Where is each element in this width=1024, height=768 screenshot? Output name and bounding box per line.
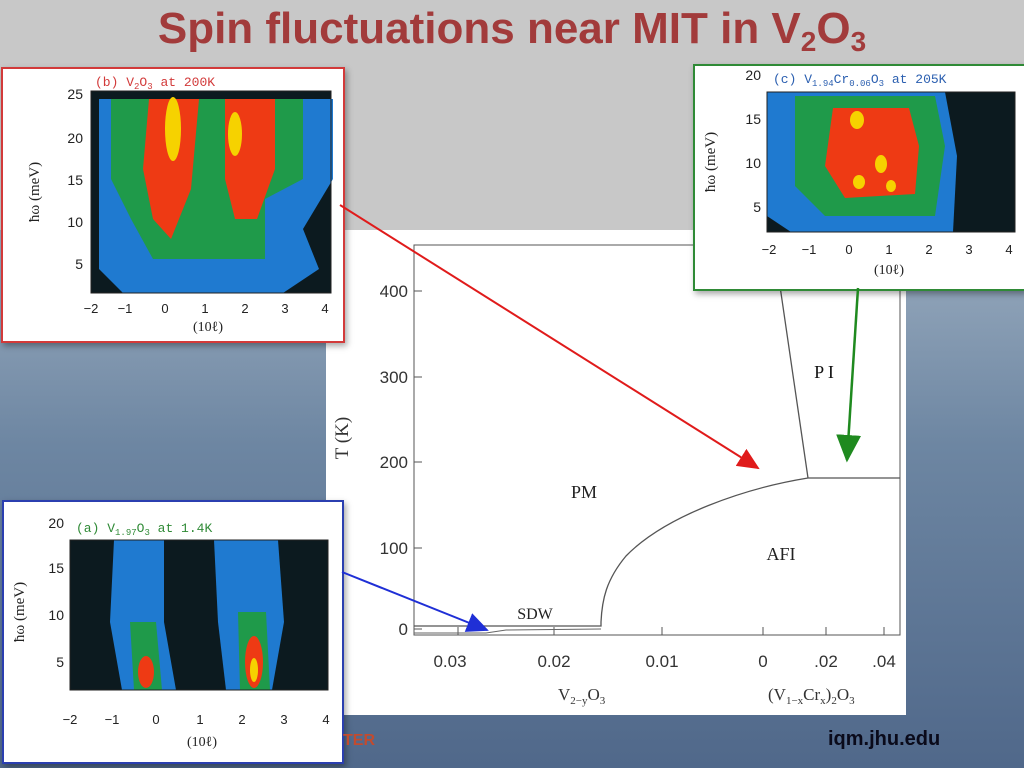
map-yellow-peak (875, 155, 887, 173)
y-tick-label: 5 (75, 256, 83, 272)
region-pm: PM (571, 482, 597, 502)
map-yellow-peak-1 (165, 97, 181, 161)
y-tick-label: 15 (48, 560, 64, 576)
x-tick-label: 2 (925, 242, 932, 257)
title-o: O (816, 4, 851, 53)
y-axis-label: ħω (meV) (703, 132, 719, 192)
x-tick-label: 0 (161, 301, 168, 316)
y-tick-label: 20 (745, 67, 761, 83)
y-tick-label: 400 (380, 282, 408, 301)
map-yellow-peak (886, 180, 896, 192)
y-tick-label: 10 (67, 214, 83, 230)
x-axis-label: (10ℓ) (193, 320, 223, 335)
x-tick-label: 1 (885, 242, 892, 257)
y-tick-label: 0 (399, 620, 408, 639)
phase-diagram: 0 100 200 300 400 T (K) 0.03 0.02 0.01 0… (332, 244, 901, 707)
x-tick-label: 2 (238, 712, 245, 727)
title-sub-3: 3 (850, 26, 867, 57)
map-yellow-peak-2 (228, 112, 242, 156)
map-red-peak-1 (138, 656, 154, 688)
map-frame (69, 539, 329, 691)
region-sdw: SDW (517, 606, 553, 623)
y-tick-label: 25 (67, 86, 83, 102)
inset-b-caption: (b) V2O3 at 200K (95, 75, 215, 92)
x-axis-label: (10ℓ) (874, 263, 904, 278)
map-bottom-strip (91, 293, 331, 297)
x-tick-label: .02 (814, 652, 838, 671)
title-sub-2: 2 (800, 26, 817, 57)
map-background (70, 540, 328, 690)
x-tick-label: .04 (872, 652, 896, 671)
inset-c-caption: (c) V1.94Cr0.06O3 at 205K (773, 72, 947, 89)
x-tick-label: −1 (105, 712, 120, 727)
x-tick-label: −1 (802, 242, 817, 257)
title-text: Spin fluctuations near MIT in V (157, 4, 801, 53)
x-tick-label: −2 (84, 301, 99, 316)
region-pi: P I (814, 362, 834, 382)
map-red-region (825, 108, 919, 198)
sdw-boundary (414, 628, 602, 634)
x-tick-label: 4 (321, 301, 328, 316)
afi-boundary (414, 477, 900, 627)
inset-a-panel: (a) V1.97O3 at 1.4K 5 10 15 20 ħω (meV) … (2, 500, 344, 764)
region-afi: AFI (766, 544, 795, 564)
inset-b-panel: (b) V2O3 at 200K 5 10 15 20 25 ħω (meV) … (1, 67, 345, 343)
x-axis-label: (10ℓ) (187, 735, 217, 750)
x-tick-label: 3 (281, 301, 288, 316)
inset-c-panel: (c) V1.94Cr0.06O3 at 205K 5 10 15 20 ħω … (693, 64, 1024, 291)
x-tick-label: 0 (152, 712, 159, 727)
x-tick-label: 0 (845, 242, 852, 257)
inset-b-plot: (b) V2O3 at 200K 5 10 15 20 25 ħω (meV) … (27, 75, 333, 335)
x-tick-label: 3 (280, 712, 287, 727)
x-tick-label: 4 (322, 712, 329, 727)
x-tick-label: 3 (965, 242, 972, 257)
y-tick-label: 300 (380, 368, 408, 387)
x-axis-label-left: V2−yO3 (558, 685, 606, 707)
inset-a-caption: (a) V1.97O3 at 1.4K (76, 521, 212, 538)
map-yellow-peak (250, 658, 258, 682)
map-blue-band-1 (110, 540, 176, 690)
y-tick-label: 10 (745, 155, 761, 171)
y-tick-label: 15 (67, 172, 83, 188)
y-tick-label: 5 (753, 199, 761, 215)
map-frame (766, 91, 1016, 233)
x-tick-label: 1 (201, 301, 208, 316)
y-axis-label: ħω (meV) (27, 162, 43, 222)
y-tick-label: 100 (380, 539, 408, 558)
y-tick-label: 200 (380, 453, 408, 472)
inset-c-plot: (c) V1.94Cr0.06O3 at 205K 5 10 15 20 ħω … (703, 67, 1016, 278)
x-tick-label: 0.02 (537, 652, 570, 671)
inset-a-plot: (a) V1.97O3 at 1.4K 5 10 15 20 ħω (meV) … (12, 515, 330, 750)
x-tick-label: −1 (118, 301, 133, 316)
y-tick-label: 20 (67, 130, 83, 146)
footer-partial-text: TER (343, 732, 375, 749)
slide-title: Spin fluctuations near MIT in V2O3 (0, 4, 1024, 58)
map-yellow-peak (850, 111, 864, 129)
y-tick-label: 15 (745, 111, 761, 127)
phase-diagram-panel: 0 100 200 300 400 T (K) 0.03 0.02 0.01 0… (326, 230, 906, 715)
plot-frame (413, 244, 901, 636)
y-axis-label: T (K) (332, 417, 353, 459)
y-axis-label: ħω (meV) (12, 582, 28, 642)
x-tick-label: −2 (762, 242, 777, 257)
x-tick-label: 2 (241, 301, 248, 316)
y-tick-label: 5 (56, 654, 64, 670)
x-tick-label: 0.03 (433, 652, 466, 671)
x-tick-label: 0.01 (645, 652, 678, 671)
x-axis-label-right: (V1−xCrx)2O3 (768, 685, 855, 707)
map-yellow-peak (853, 175, 865, 189)
x-tick-label: −2 (63, 712, 78, 727)
y-tick-label: 20 (48, 515, 64, 531)
y-tick-label: 10 (48, 607, 64, 623)
map-red-peak-1 (143, 99, 199, 239)
x-tick-label: 0 (758, 652, 767, 671)
map-frame (90, 90, 332, 294)
x-tick-label: 1 (196, 712, 203, 727)
x-tick-label: 4 (1005, 242, 1012, 257)
footer-url: iqm.jhu.edu (828, 728, 941, 750)
